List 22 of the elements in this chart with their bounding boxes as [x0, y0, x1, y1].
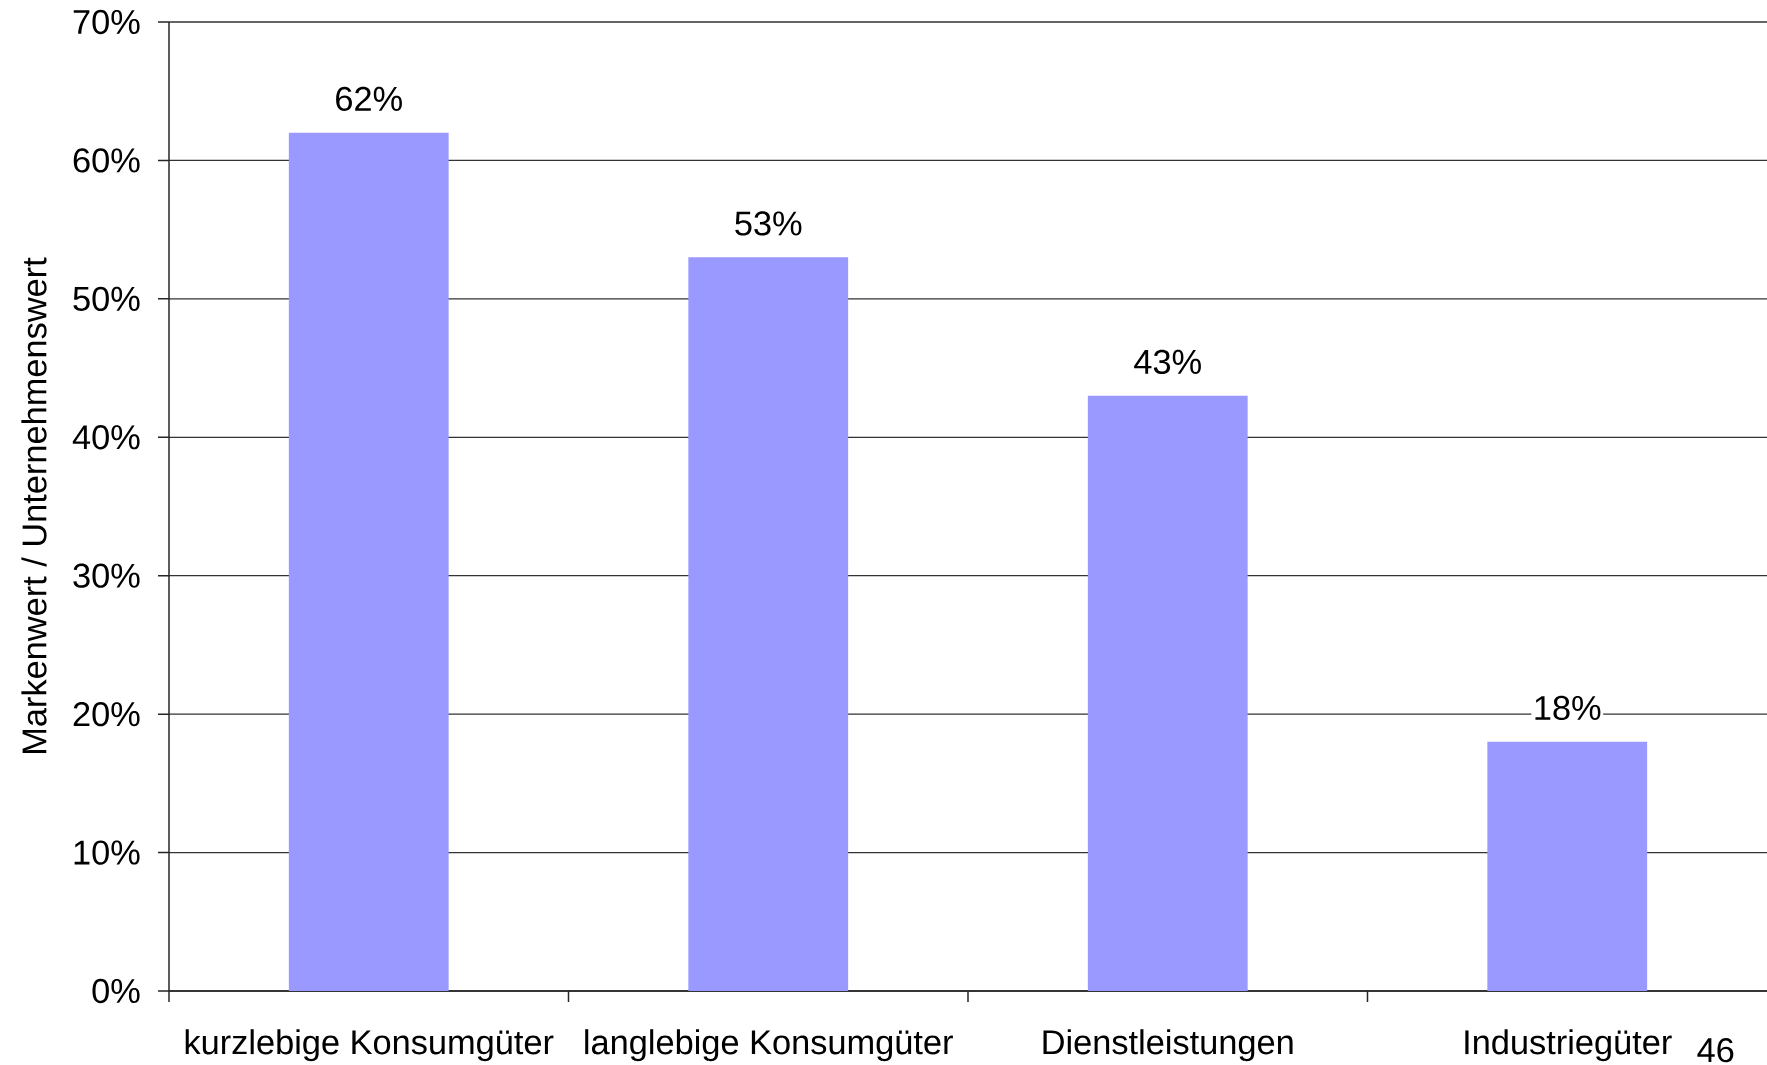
- bar: [1087, 395, 1248, 991]
- y-tick-label: 30%: [73, 563, 140, 588]
- y-tick-label: 60%: [73, 148, 140, 173]
- text: 46: [1697, 1038, 1734, 1063]
- data-label: 53%: [735, 211, 802, 236]
- y-tick-label: 70%: [73, 9, 140, 35]
- data-label: 18%: [1535, 695, 1601, 721]
- y-tick-label: 10%: [74, 840, 140, 865]
- bar: [1487, 741, 1648, 991]
- data-label: 62%: [336, 86, 402, 112]
- x-tick-label: kurzlebige Konsumgüter: [185, 1029, 554, 1062]
- x-tick-label: Dienstleistungen: [1043, 1029, 1293, 1062]
- y-axis-title: Markenwert / Unternehmenswert: [21, 257, 47, 753]
- y-tick-label: 0%: [92, 978, 140, 1004]
- bar: [288, 132, 449, 991]
- y-tick-label: 50%: [73, 286, 140, 312]
- y-tick-label: 20%: [73, 701, 140, 727]
- x-tick-label: langlebige Konsumgüter: [585, 1029, 953, 1062]
- data-label: 43%: [1134, 349, 1201, 375]
- x-tick-label: Industriegüter: [1465, 1029, 1672, 1062]
- bar: [688, 257, 849, 991]
- y-tick-label: 40%: [72, 425, 140, 450]
